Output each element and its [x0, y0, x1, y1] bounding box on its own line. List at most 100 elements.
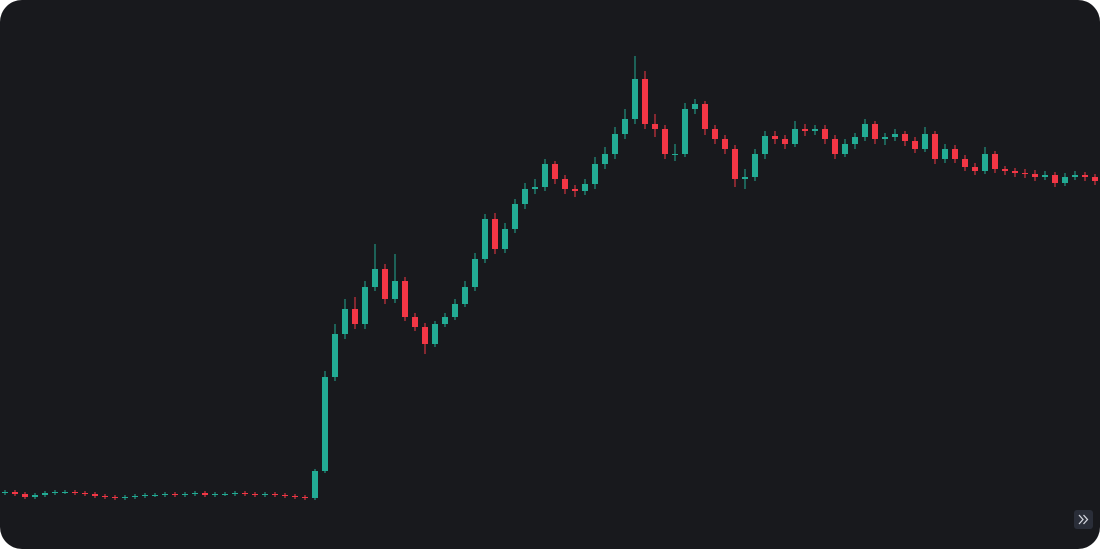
candle-body [612, 134, 618, 154]
candle-body [422, 327, 428, 344]
candle-body [32, 495, 38, 497]
candle-body [482, 219, 488, 259]
candle-body [832, 139, 838, 154]
candle-body [962, 159, 968, 167]
candle-body [202, 493, 208, 495]
candle-body [372, 269, 378, 287]
candle-body [812, 129, 818, 131]
candle-body [1092, 177, 1098, 181]
candle-body [312, 471, 318, 498]
candle-body [552, 164, 558, 179]
candle-body [872, 124, 878, 139]
candle-body [452, 304, 458, 317]
candle-body [702, 104, 708, 129]
candle-body [502, 229, 508, 249]
candle-body [22, 494, 28, 497]
candle-body [992, 154, 998, 169]
candle-body [162, 494, 168, 495]
candle-body [232, 493, 238, 494]
candle-body [942, 149, 948, 159]
candle-body [262, 494, 268, 495]
candle-body [922, 134, 928, 149]
candle-body [672, 154, 678, 155]
candle-body [52, 492, 58, 493]
candle-body [392, 281, 398, 299]
candle-body [1002, 169, 1008, 171]
candle-body [742, 177, 748, 179]
candle-body [242, 493, 248, 494]
candle-body [682, 109, 688, 154]
candle-body [852, 137, 858, 144]
candle-body [402, 281, 408, 317]
candle-body [282, 495, 288, 496]
candle-body [752, 154, 758, 177]
candle-body [802, 129, 808, 131]
candle-body [142, 495, 148, 496]
candle-body [172, 494, 178, 495]
candle-body [632, 79, 638, 119]
candle-body [592, 164, 598, 184]
candle-body [272, 494, 278, 495]
candle-body [62, 492, 68, 493]
candle-body [352, 309, 358, 324]
candle-body [532, 187, 538, 189]
candle-body [932, 134, 938, 159]
candle-body [332, 334, 338, 377]
candle-body [82, 493, 88, 494]
candle-body [972, 167, 978, 171]
scroll-to-realtime-button[interactable] [1074, 510, 1093, 529]
candle-body [432, 324, 438, 344]
candle-body [822, 129, 828, 139]
candle-body [722, 139, 728, 149]
candle-body [522, 189, 528, 204]
candle-body [462, 287, 468, 304]
candle-body [382, 269, 388, 299]
candle-body [842, 144, 848, 154]
candle-body [982, 154, 988, 171]
candle-body [782, 139, 788, 144]
candle-body [252, 494, 258, 495]
candle-body [582, 184, 588, 191]
candle-body [642, 79, 648, 124]
candle-body [542, 164, 548, 187]
candle-body [212, 494, 218, 495]
candle-body [492, 219, 498, 249]
candle-body [12, 492, 18, 494]
candle-body [772, 136, 778, 139]
candle-body [902, 134, 908, 141]
candle-body [652, 124, 658, 129]
candle-body [622, 119, 628, 134]
candle-body [1022, 173, 1028, 174]
candle-body [342, 309, 348, 334]
candle-body [442, 317, 448, 324]
candle-body [112, 497, 118, 498]
candle-body [792, 129, 798, 144]
candle-body [1082, 175, 1088, 177]
candle-body [302, 497, 308, 498]
candle-body [2, 492, 8, 493]
candle-body [182, 494, 188, 495]
candle-body [222, 494, 228, 495]
candle-body [42, 493, 48, 495]
candle-body [292, 496, 298, 497]
candle-body [1042, 175, 1048, 177]
chevron-icon [1078, 514, 1089, 525]
candle-body [1032, 174, 1038, 177]
candle-body [692, 104, 698, 109]
candle-body [1052, 175, 1058, 183]
candle-body [602, 154, 608, 164]
candle-body [862, 124, 868, 137]
candle-body [572, 189, 578, 191]
candle-body [122, 497, 128, 498]
candle-body [1012, 171, 1018, 173]
plot-area [2, 56, 1098, 500]
candle-body [762, 136, 768, 154]
candle-body [1062, 177, 1068, 183]
candle-body [472, 259, 478, 287]
candle-body [952, 149, 958, 159]
candle-body [512, 204, 518, 229]
candle-body [882, 137, 888, 139]
candle-body [322, 377, 328, 471]
